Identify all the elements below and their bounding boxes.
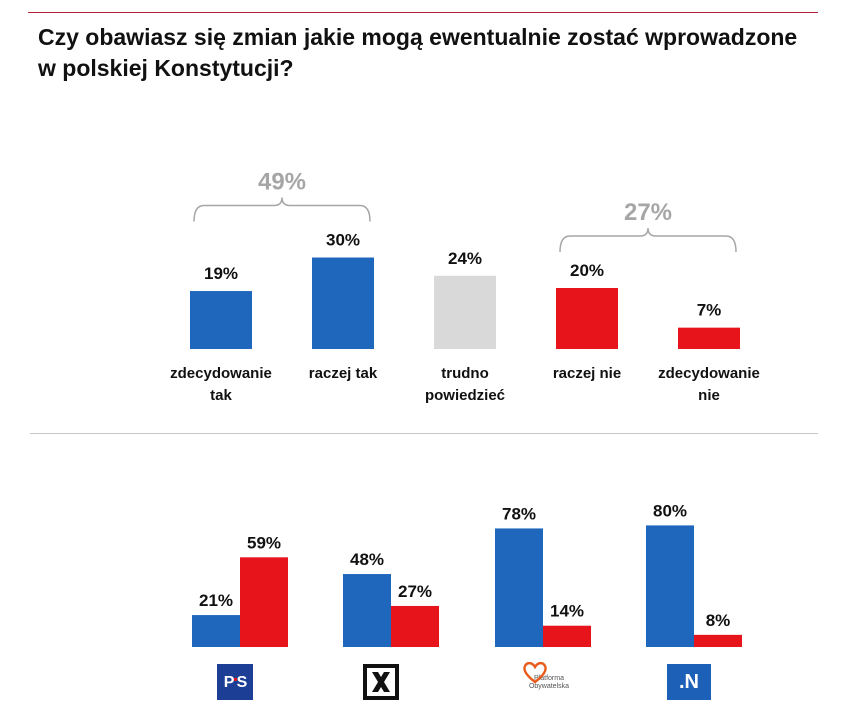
party-value-label-1-series-2: 59% [247,533,281,552]
category-label-5-line-1: zdecydowanie [658,365,760,382]
party-value-label-1-series-1: 21% [199,591,233,610]
group-brace-2 [559,227,737,253]
category-label-4-line-1: raczej nie [553,365,621,382]
po-heart-icon [523,661,547,684]
value-label-5: 7% [697,301,722,320]
nowoczesna-logo-text: .N [679,670,699,693]
group-label-1: 49% [258,169,306,196]
value-label-2: 30% [326,231,360,250]
value-label-4: 20% [570,261,604,280]
group-label-2: 27% [624,199,672,226]
category-label-1-line-1: zdecydowanie [170,365,272,382]
party-value-label-3-series-1: 78% [502,504,536,523]
bar-2 [312,257,374,349]
kukiz-logo [363,664,399,700]
kukiz-x-mark [372,672,390,692]
party-value-label-4-series-1: 80% [653,501,687,520]
bar-1 [190,291,252,349]
party-bar-4-series-2 [694,634,742,647]
party-bar-1-series-1 [192,615,240,647]
bar-3 [434,275,496,349]
category-label-2-line-1: raczej tak [309,365,378,382]
party-bar-2-series-1 [343,574,391,647]
nowoczesna-logo: .N [667,664,711,700]
bar-4 [556,288,618,349]
po-logo: Platforma Obywatelska [522,660,576,706]
party-value-label-2-series-1: 48% [350,550,384,569]
top-rule [28,12,818,13]
category-label-3-line-2: powiedzieć [425,387,505,404]
party-value-label-4-series-2: 8% [706,611,731,630]
pis-logo: P▪S [217,664,253,700]
party-value-label-2-series-2: 27% [398,582,432,601]
party-bar-1-series-2 [240,557,288,647]
value-label-1: 19% [204,264,238,283]
party-bar-2-series-2 [391,605,439,647]
party-bar-3-series-2 [543,625,591,647]
party-bar-4-series-1 [646,525,694,647]
po-logo-line2: Obywatelska [528,683,570,690]
category-label-1-line-2: tak [210,387,232,404]
po-logo-line1: Platforma [534,675,564,682]
category-label-3-line-1: trudno [441,365,488,382]
chart-title: Czy obawiasz się zmian jakie mogą ewentu… [38,24,798,81]
value-label-3: 24% [448,249,482,268]
party-value-label-3-series-2: 14% [550,602,584,621]
party-bar-3-series-1 [495,528,543,647]
section-divider [30,433,818,434]
bar-5 [678,327,740,349]
group-brace-1 [193,197,371,222]
category-label-5-line-2: nie [698,387,720,404]
pis-logo-accent: ▪ [233,672,237,686]
